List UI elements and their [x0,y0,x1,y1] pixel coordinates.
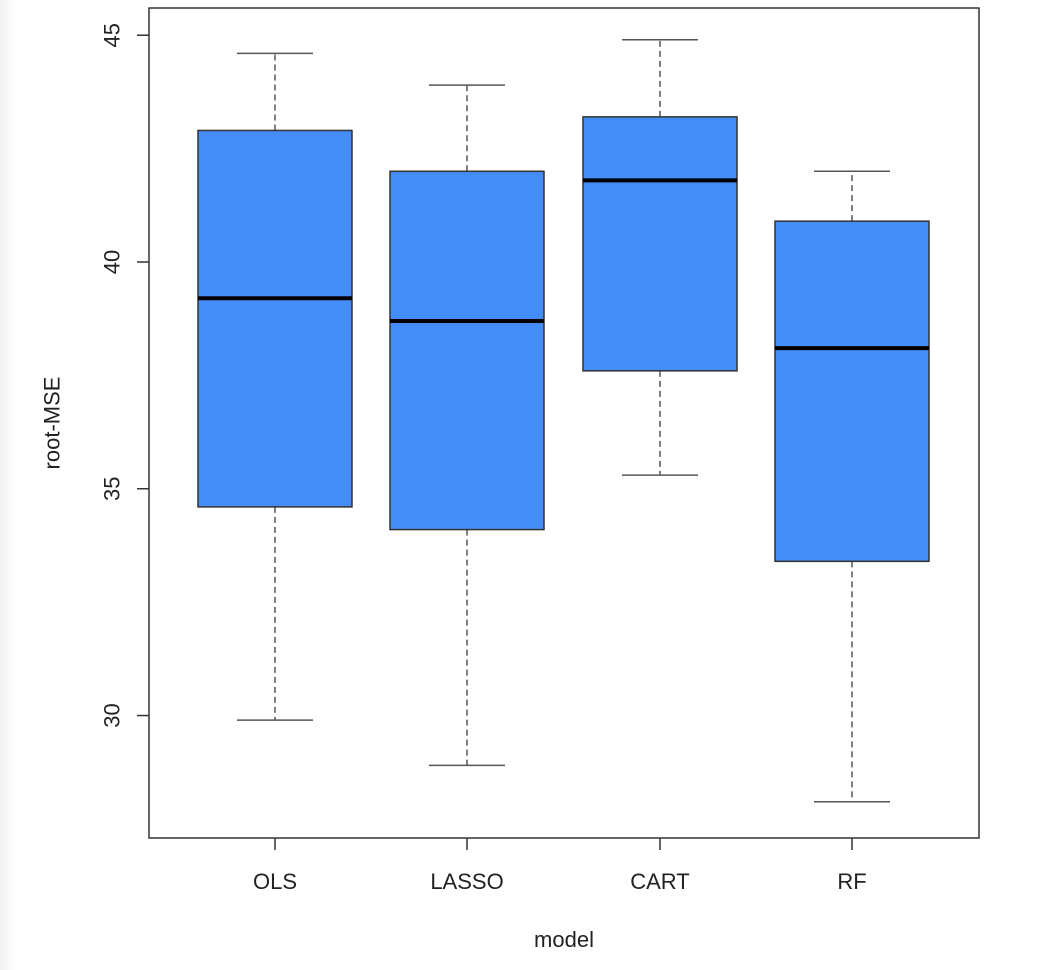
y-tick-label: 30 [100,703,125,727]
box-iqr [582,116,738,372]
plot-frame [148,7,980,839]
page-edge-strip [0,0,16,970]
box-iqr [389,170,545,531]
x-tick-label-lasso: LASSO [430,869,503,894]
box-iqr [774,220,930,563]
y-tick-label: 40 [100,250,125,274]
box-group-cart [582,38,738,476]
box-iqr [197,129,353,508]
x-axis: OLS LASSO CART RF [253,838,867,894]
y-tick-label: 45 [100,23,125,47]
box-group-ols [197,52,353,721]
x-axis-title: model [534,927,594,952]
y-axis: 30 35 40 45 [100,23,149,728]
x-tick-label-rf: RF [837,869,866,894]
y-axis-title: root-MSE [40,377,65,470]
plot-marks [197,38,930,803]
x-tick-label-cart: CART [630,869,690,894]
box-group-lasso [389,84,545,767]
x-tick-label-ols: OLS [253,869,297,894]
y-tick-label: 35 [100,477,125,501]
box-group-rf [774,170,930,803]
